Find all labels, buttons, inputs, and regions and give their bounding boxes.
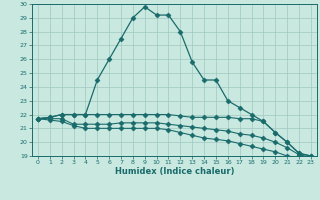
X-axis label: Humidex (Indice chaleur): Humidex (Indice chaleur) — [115, 167, 234, 176]
